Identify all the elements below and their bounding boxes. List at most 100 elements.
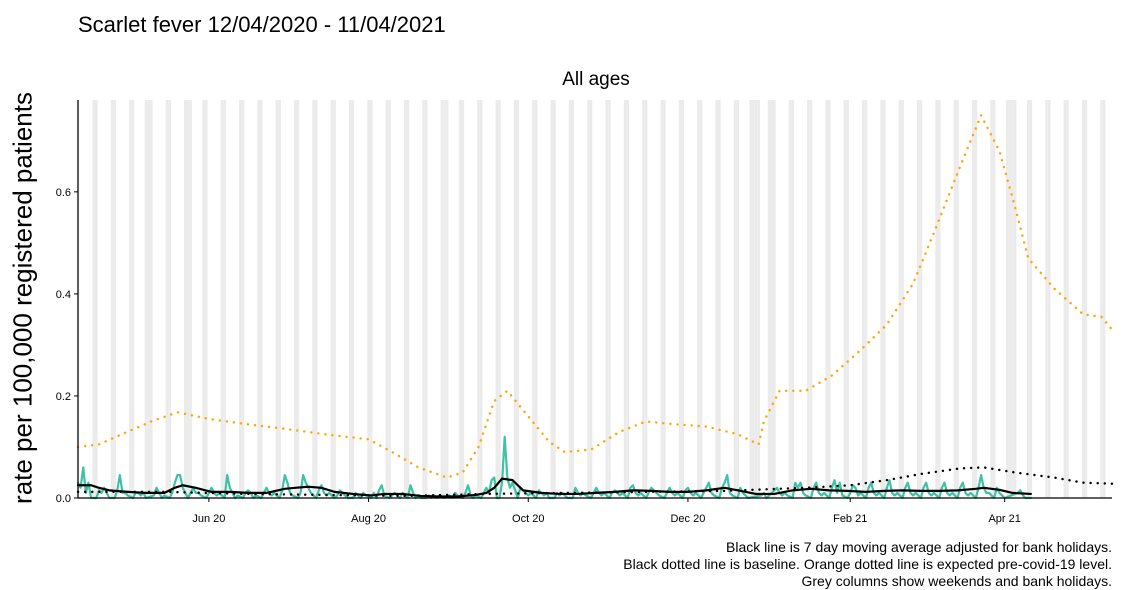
weekend-column	[754, 100, 758, 498]
weekend-column	[534, 100, 538, 498]
weekend-column	[168, 100, 171, 498]
weekend-column	[498, 100, 501, 498]
weekend-column	[791, 100, 794, 498]
weekend-column	[495, 100, 499, 498]
weekend-column	[296, 100, 300, 498]
weekend-column	[807, 100, 810, 498]
weekend-column	[1011, 100, 1014, 498]
weekend-column	[406, 100, 410, 498]
weekend-column	[1084, 100, 1088, 498]
weekend-column	[333, 100, 336, 498]
weekend-column	[348, 100, 352, 498]
x-tick-label: Dec 20	[670, 513, 705, 525]
y-tick-label: 0.0	[56, 493, 71, 505]
weekend-column	[110, 100, 114, 498]
weekend-column	[757, 100, 760, 498]
weekend-column	[165, 100, 169, 498]
weekend-column	[314, 100, 318, 498]
weekend-column	[1047, 100, 1051, 498]
weekend-column	[461, 100, 465, 498]
series-layer	[76, 114, 1114, 500]
weekend-column	[642, 100, 645, 498]
weekend-column	[916, 100, 920, 498]
weekend-column	[715, 100, 719, 498]
weekend-column	[663, 100, 666, 498]
weekend-column	[238, 100, 242, 498]
weekend-column	[147, 100, 150, 498]
series-moving-average	[76, 477, 1032, 498]
weekend-column	[445, 100, 449, 498]
weekend-column	[220, 100, 224, 498]
weekend-column	[919, 100, 923, 498]
weekend-column	[424, 100, 428, 498]
weekend-column	[880, 100, 883, 498]
weekend-column	[351, 100, 355, 498]
weekend-column	[901, 100, 904, 498]
weekend-column	[131, 100, 135, 498]
weekend-column	[773, 100, 776, 498]
footnote-columns: Grey columns show weekends and bank holi…	[801, 573, 1112, 589]
weekend-column	[660, 100, 664, 498]
weekend-column	[1045, 100, 1048, 498]
weekend-column	[330, 100, 334, 498]
weekend-column	[770, 100, 774, 498]
weekend-column	[257, 100, 260, 498]
footnotes: Black line is 7 day moving average adjus…	[623, 539, 1112, 590]
weekend-column	[587, 100, 590, 498]
weekend-column	[184, 100, 187, 498]
weekend-column	[367, 100, 370, 498]
weekend-column	[113, 100, 116, 498]
weekend-column	[825, 100, 828, 498]
weekend-column	[532, 100, 535, 498]
weekend-column	[403, 100, 407, 498]
weekend-column	[92, 100, 96, 498]
weekend-column	[956, 100, 959, 498]
weekend-columns	[76, 100, 1106, 498]
weekend-column	[144, 100, 148, 498]
weekend-column	[937, 100, 941, 498]
weekend-column	[623, 100, 627, 498]
weekend-column	[608, 100, 611, 498]
weekend-column	[458, 100, 462, 498]
weekend-column	[953, 100, 957, 498]
weekend-column	[697, 100, 700, 498]
weekend-column	[736, 100, 739, 498]
weekend-column	[644, 100, 648, 498]
x-ticks: Jun 20 Aug 20 Oct 20 Dec 20 Feb 21 Apr 21	[192, 498, 1021, 525]
weekend-column	[553, 100, 556, 498]
weekend-column	[479, 100, 483, 498]
weekend-column	[223, 100, 226, 498]
weekend-column	[129, 100, 132, 498]
weekend-column	[186, 100, 190, 498]
weekend-column	[935, 100, 938, 498]
y-ticks: 0.0 0.2 0.4 0.6	[56, 187, 78, 505]
weekend-column	[626, 100, 630, 498]
weekend-column	[259, 100, 263, 498]
weekend-column	[550, 100, 554, 498]
weekend-column	[974, 100, 978, 498]
weekend-column	[202, 100, 205, 498]
footnote-moving-average: Black line is 7 day moving average adjus…	[726, 539, 1112, 555]
weekend-column	[312, 100, 315, 498]
x-tick-label: Jun 20	[192, 513, 225, 525]
weekend-column	[385, 100, 389, 498]
weekend-column	[241, 100, 245, 498]
weekend-column	[293, 100, 297, 498]
weekend-column	[516, 100, 520, 498]
weekend-column	[1102, 100, 1106, 498]
weekend-column	[1026, 100, 1030, 498]
weekend-column	[992, 100, 996, 498]
chart-title: Scarlet fever 12/04/2020 - 11/04/2021	[78, 12, 446, 37]
weekend-column	[767, 100, 771, 498]
weekend-column	[752, 100, 755, 498]
weekend-column	[843, 100, 847, 498]
weekend-column	[788, 100, 792, 498]
weekend-column	[882, 100, 886, 498]
weekend-column	[568, 100, 572, 498]
weekend-column	[846, 100, 849, 498]
weekend-column	[862, 100, 865, 498]
weekend-column	[1029, 100, 1033, 498]
panel-label: All ages	[562, 69, 630, 90]
weekend-column	[864, 100, 868, 498]
